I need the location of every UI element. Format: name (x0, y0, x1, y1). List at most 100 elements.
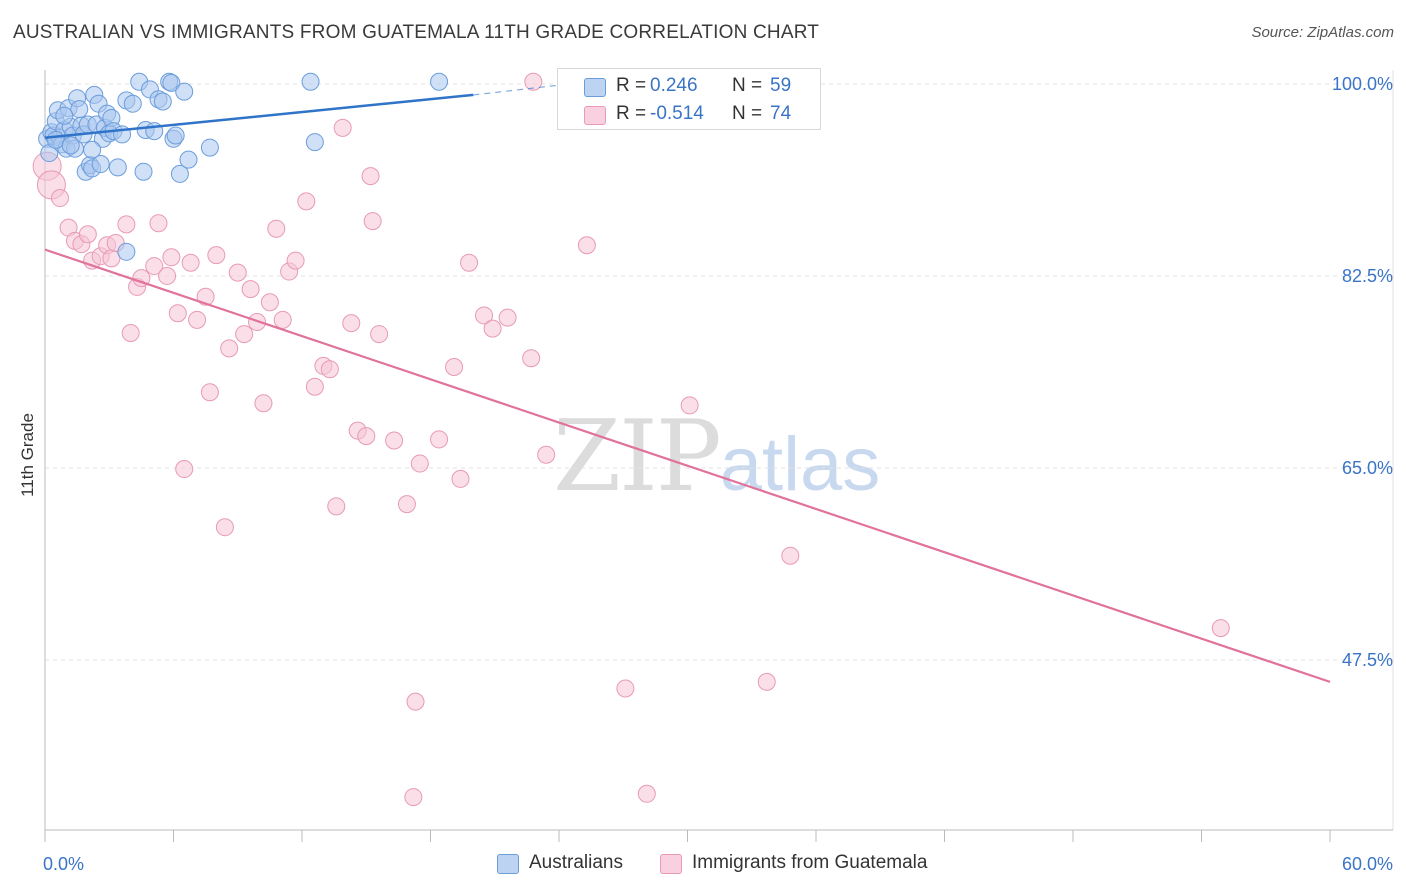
guatemala-point (781, 546, 800, 565)
guatemala-point (410, 454, 429, 473)
legend-r-value: 0.246 (650, 75, 698, 96)
australian-point (55, 106, 74, 125)
legend-n-value: 59 (770, 75, 792, 96)
australian-point (170, 164, 189, 183)
guatemala-point (220, 339, 239, 358)
x-tick-label: 0.0% (43, 854, 84, 874)
legend-row-guatemala: R = -0.514 N = 74 (558, 100, 820, 128)
guatemala-point (158, 266, 177, 285)
guatemala-point (757, 672, 776, 691)
legend-n-label: N = (732, 103, 763, 124)
legend-r-value: -0.514 (650, 103, 704, 124)
guatemala-point (577, 236, 596, 255)
guatemala-point (50, 189, 69, 208)
y-tick-label: 82.5% (1342, 266, 1393, 286)
guatemala-point (370, 325, 389, 344)
australian-point (117, 242, 136, 261)
x-tick-label: 60.0% (1342, 854, 1393, 874)
guatemala-point (207, 246, 226, 265)
guatemala-point (397, 495, 416, 514)
guatemala-point (215, 518, 234, 537)
y-axis-label: 11th Grade (18, 413, 37, 497)
australian-point (83, 140, 102, 159)
guatemala-point (342, 314, 361, 333)
australian-point (91, 155, 110, 174)
guatemala-point (475, 306, 494, 325)
australian-point (162, 73, 181, 92)
stats-legend: R = 0.246 N = 59 R = -0.514 N = 74 (557, 68, 821, 130)
guatemala-point (305, 377, 324, 396)
legend-n-label: N = (732, 75, 763, 96)
guatemala-point (680, 396, 699, 415)
guatemala-point (522, 349, 541, 368)
guatemala-point (228, 263, 247, 282)
bottom-legend-swatch-blue (497, 854, 519, 874)
source-credit: Source: ZipAtlas.com (1251, 24, 1394, 41)
guatemala-point (537, 445, 556, 464)
chart-title: AUSTRALIAN VS IMMIGRANTS FROM GUATEMALA … (13, 22, 820, 43)
guatemala-point (162, 248, 181, 267)
guatemala-point (78, 225, 97, 244)
legend-swatch-pink (584, 106, 606, 125)
guatemala-point (1211, 619, 1230, 638)
guatemala-point (102, 249, 121, 268)
bottom-legend-label: Immigrants from Guatemala (692, 852, 928, 873)
guatemala-point (616, 679, 635, 698)
guatemala-point (267, 219, 286, 238)
australian-point (70, 100, 89, 119)
guatemala-point (188, 310, 207, 329)
legend-row-australians: R = 0.246 N = 59 (558, 72, 820, 100)
legend-r-label: R = (616, 103, 647, 124)
australian-point (305, 133, 324, 152)
guatemala-point (320, 360, 339, 379)
guatemala-point (361, 167, 380, 186)
australian-point (200, 138, 219, 157)
australian-trendline (44, 93, 474, 139)
guatemala-point (121, 323, 140, 342)
guatemala-point (273, 310, 292, 329)
australian-point (108, 158, 127, 177)
guatemala-point (404, 788, 423, 807)
guatemala-point (333, 118, 352, 137)
australian-point (153, 92, 172, 111)
legend-r-label: R = (616, 75, 647, 96)
bottom-legend-swatch-pink (660, 854, 682, 874)
australian-trendline-extension (473, 83, 570, 96)
legend-swatch-blue (584, 78, 606, 97)
australian-point (61, 136, 80, 155)
guatemala-point (168, 304, 187, 323)
guatemala-point (181, 253, 200, 272)
bottom-legend-label: Australians (529, 852, 623, 873)
guatemala-point (175, 460, 194, 479)
guatemala-point (430, 430, 449, 449)
guatemala-point (327, 497, 346, 516)
guatemala-point (385, 431, 404, 450)
y-tick-label: 65.0% (1342, 458, 1393, 478)
guatemala-point (637, 784, 656, 803)
guatemala-point (117, 215, 136, 234)
zipatlas-watermark: ZIPatlas (553, 400, 880, 514)
watermark-atlas: atlas (719, 422, 881, 507)
australian-point (301, 72, 320, 91)
guatemala-point (254, 394, 273, 413)
guatemala-point (445, 358, 464, 377)
guatemala-trendline (44, 248, 1331, 683)
guatemala-point (451, 469, 470, 488)
guatemala-point (363, 212, 382, 231)
guatemala-point (196, 287, 215, 306)
australian-point (175, 82, 194, 101)
guatemala-point (241, 280, 260, 299)
guatemala-point (235, 325, 254, 344)
guatemala-point (498, 308, 517, 327)
guatemala-point (297, 192, 316, 211)
watermark-zip: ZIP (553, 400, 722, 514)
guatemala-point (406, 692, 425, 711)
guatemala-point (286, 251, 305, 270)
y-tick-label: 47.5% (1342, 650, 1393, 670)
guatemala-point (149, 214, 168, 233)
y-tick-label: 100.0% (1332, 74, 1393, 94)
australian-point (430, 72, 449, 91)
guatemala-point (145, 257, 164, 276)
australian-point (134, 162, 153, 181)
